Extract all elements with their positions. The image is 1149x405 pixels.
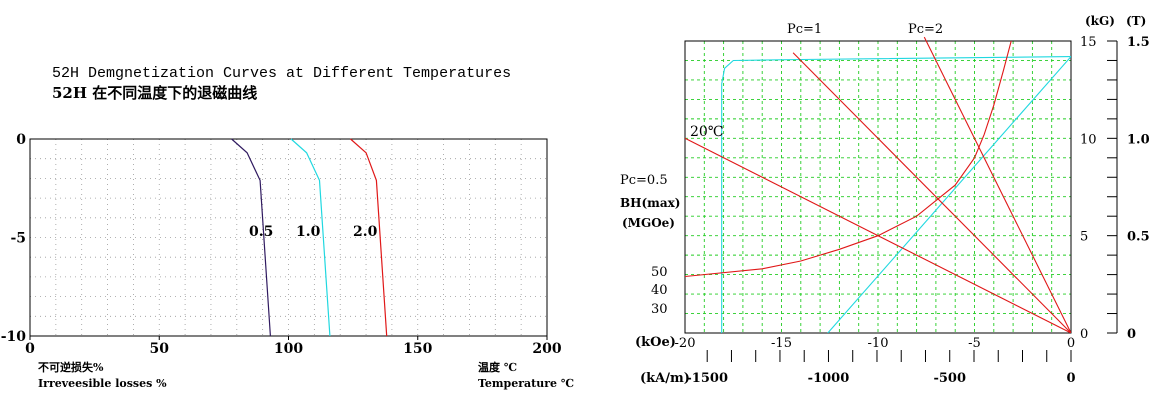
left-xtick-label: 150 (403, 341, 432, 357)
bh-label-50: 50 (651, 265, 668, 280)
right-ytick-kG-label: 0 (1080, 327, 1088, 342)
right-xtick-kOe-label: -5 (968, 336, 981, 351)
right-xtick-kOe-label: 0 (1067, 336, 1075, 351)
left-ytick-label: -5 (10, 231, 26, 247)
right-xtick-kOe-label: -15 (771, 336, 792, 351)
pc2-label: Pc=2 (908, 22, 943, 37)
right-series-line-0 (721, 56, 1071, 333)
mgoe-label: (MGOe) (622, 216, 675, 230)
left-grid (30, 139, 547, 336)
unit-kOe: (kOe) (635, 335, 676, 350)
left-xtick-label: 0 (25, 341, 35, 357)
bh-label-40: 40 (651, 283, 668, 298)
right-chart: -20 -15 -10 -5 0 -1500 -1000 -500 0 15 1.5 10 1.0 5 0.… (620, 14, 1149, 386)
left-ytick-label: -10 (1, 329, 27, 345)
left-xtick-label: 50 (150, 341, 170, 357)
right-ytick-T-label: 1.0 (1127, 132, 1149, 147)
right-ytick-T-label: 0.5 (1127, 230, 1149, 245)
right-xtick-kAm-label: 0 (1066, 371, 1075, 386)
right-series-line-1 (827, 56, 1071, 333)
right-series-line-5 (685, 40, 1012, 278)
right-ytick-T-label: 0 (1127, 327, 1136, 342)
left-title-cn: 52H 在不同温度下的退磁曲线 (52, 84, 257, 102)
right-series-line-4 (923, 36, 1071, 333)
right-series (685, 36, 1071, 333)
right-xtick-kAm-label: -1500 (686, 371, 728, 386)
right-ticks: -20 -15 -10 -5 0 -1500 -1000 -500 0 15 1.5 10 1.0 5 0.… (675, 35, 1149, 386)
left-xtick-label: 200 (532, 341, 561, 357)
left-xtick-label: 100 (274, 341, 303, 357)
bhmax-label: BH(max) (620, 196, 680, 210)
left-series-line-0-5 (231, 138, 271, 337)
right-xtick-kOe-label: -10 (868, 336, 889, 351)
xlabel-en: Irreveesible losses % (38, 377, 167, 390)
right-ytick-kG-label: 15 (1080, 35, 1097, 50)
unit-kAm: (kA/m) (640, 371, 690, 386)
temp-label: 20℃ (690, 124, 723, 140)
left-series-line-1-0 (290, 138, 331, 337)
pc1-label: Pc=1 (787, 22, 822, 37)
right-series-group (685, 36, 1071, 333)
series-label-2-0: 2.0 (353, 224, 378, 240)
left-ytick-label: 0 (16, 132, 26, 148)
right-xtick-kOe-label: -20 (675, 336, 696, 351)
right-ytick-T-label: 1.5 (1127, 35, 1149, 50)
xlabel2-en: Temperature ℃ (478, 377, 574, 390)
left-chart: 52H Demgnetization Curves at Different T… (1, 65, 574, 390)
left-title-en: 52H Demgnetization Curves at Different T… (52, 65, 511, 82)
left-series-line-2-0 (350, 138, 388, 337)
bh-label-30: 30 (651, 302, 668, 317)
pc05-label: Pc=0.5 (620, 173, 668, 188)
right-ytick-kG-label: 5 (1080, 230, 1088, 245)
right-series-line-3 (792, 52, 1071, 333)
right-xtick-kAm-label: -1000 (808, 371, 850, 386)
xlabel2-cn: 温度 ℃ (478, 360, 517, 374)
left-plot-frame (29, 138, 548, 337)
series-label-1-0: 1.0 (296, 224, 321, 240)
right-xtick-kAm-label: -500 (933, 371, 966, 386)
unit-T: (T) (1126, 14, 1146, 28)
series-label-0-5: 0.5 (249, 224, 273, 240)
right-ytick-kG-label: 10 (1080, 132, 1097, 147)
xlabel-cn: 不可逆损失% (38, 360, 104, 374)
left-ticks: 0 50 100 150 200 0 -5 -10 (1, 132, 562, 357)
unit-kG: (kG) (1085, 14, 1115, 28)
left-series (231, 138, 388, 337)
right-plot-frame (684, 40, 1072, 334)
right-grid (685, 41, 1071, 333)
